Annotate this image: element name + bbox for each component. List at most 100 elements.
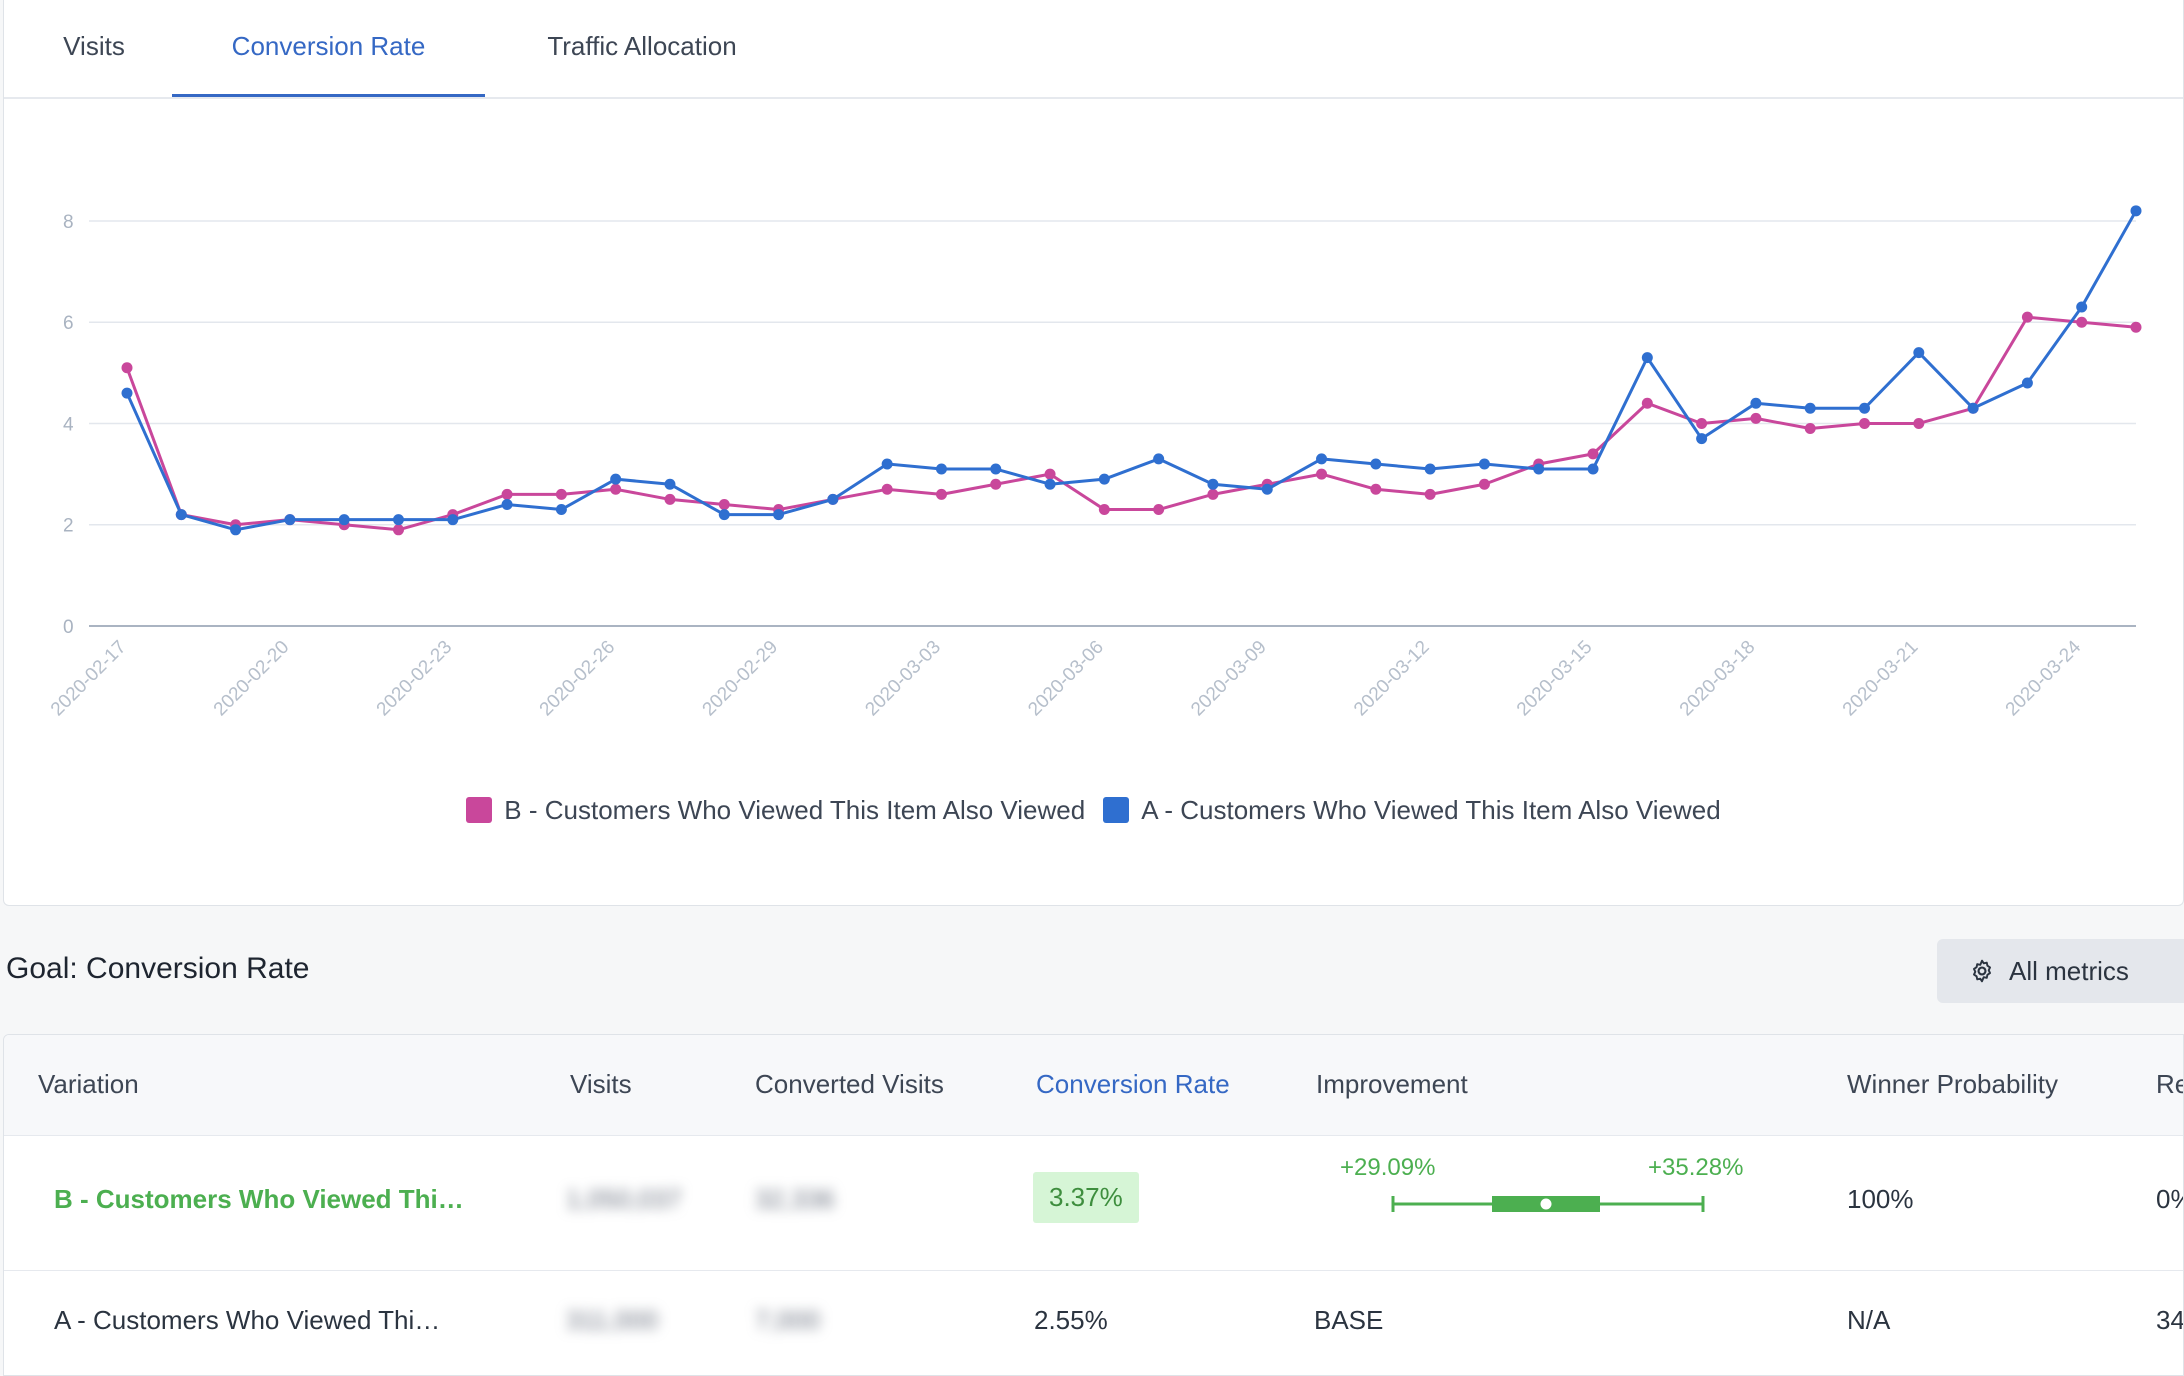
series-a-point <box>1153 453 1165 465</box>
tab-conversion-rate[interactable]: Conversion Rate <box>172 0 485 97</box>
variation-name[interactable]: B - Customers Who Viewed Thi… <box>54 1184 464 1214</box>
series-a-point <box>501 498 513 510</box>
x-tick-label: 2020-03-06 <box>1024 637 1108 721</box>
table-row[interactable]: B - Customers Who Viewed Thi… 1,050,037 … <box>4 1136 2183 1271</box>
conversion-rate-badge: 3.37% <box>1033 1172 1139 1223</box>
improvement-median-dot <box>1540 1198 1552 1210</box>
series-a-point <box>2130 205 2142 217</box>
y-tick-label: 2 <box>63 516 74 537</box>
header-improvement[interactable]: Improvement <box>1316 1069 1468 1099</box>
re-value: 34 <box>2156 1305 2184 1335</box>
series-b-point <box>881 483 893 495</box>
table-row[interactable]: A - Customers Who Viewed Thi… 311,000 7,… <box>4 1271 2184 1375</box>
series-a-point <box>1044 478 1056 490</box>
header-winner-probability[interactable]: Winner Probability <box>1847 1069 2058 1099</box>
series-b-line <box>125 315 2137 532</box>
winner-probability-value: 100% <box>1847 1184 1914 1214</box>
series-b-point <box>1750 412 1762 424</box>
converted-visits-value: 32,336 <box>755 1184 835 1214</box>
series-a-point <box>121 387 133 399</box>
series-b-point <box>2076 316 2088 328</box>
improvement-high: +35.28% <box>1648 1154 1744 1181</box>
all-metrics-label: All metrics <box>2009 955 2129 986</box>
x-tick-label: 2020-03-12 <box>1350 637 1434 721</box>
series-b-point <box>2021 311 2033 323</box>
series-b-point <box>1370 483 1382 495</box>
re-value: 0% <box>2156 1184 2183 1214</box>
improvement-range-plot <box>1391 1196 1705 1212</box>
series-a-point <box>718 509 730 521</box>
series-b-point <box>1804 423 1816 435</box>
series-a-point <box>1316 453 1328 465</box>
series-a-point <box>990 463 1002 475</box>
series-b-point <box>990 478 1002 490</box>
x-tick-label: 2020-03-15 <box>1513 637 1597 721</box>
y-tick-label: 8 <box>63 212 74 233</box>
series-b-point <box>1859 417 1871 429</box>
chart-panel: Visits Conversion Rate Traffic Allocatio… <box>3 0 2184 906</box>
header-conversion-rate[interactable]: Conversion Rate <box>1036 1069 1230 1099</box>
series-a-point <box>1913 347 1925 359</box>
legend-item-a[interactable]: A - Customers Who Viewed This Item Also … <box>1103 788 1721 832</box>
goal-title: Goal: Conversion Rate <box>6 952 310 985</box>
header-variation[interactable]: Variation <box>38 1069 139 1099</box>
series-b-point <box>1478 478 1490 490</box>
series-b-point <box>718 498 730 510</box>
header-visits[interactable]: Visits <box>570 1069 632 1099</box>
series-a-point <box>1750 397 1762 409</box>
series-b-point <box>1207 488 1219 500</box>
series-a-point <box>1370 458 1382 470</box>
y-tick-label: 6 <box>63 313 74 334</box>
series-b-point <box>1696 417 1708 429</box>
winner-probability-value: N/A <box>1847 1305 1891 1335</box>
converted-visits-value: 7,000 <box>755 1305 821 1335</box>
series-a-point <box>1098 473 1110 485</box>
y-tick-label: 4 <box>63 414 74 435</box>
all-metrics-button[interactable]: All metrics <box>1937 939 2184 1003</box>
header-converted-visits[interactable]: Converted Visits <box>755 1069 944 1099</box>
series-a-point <box>1424 463 1436 475</box>
x-tick-label: 2020-03-18 <box>1676 637 1760 721</box>
series-a-point <box>2076 301 2088 313</box>
header-re[interactable]: Re <box>2156 1069 2183 1099</box>
table-header-row: Variation Visits Converted Visits Conver… <box>4 1035 2183 1136</box>
conversion-rate-value: 2.55% <box>1034 1305 1108 1335</box>
x-tick-label: 2020-03-03 <box>861 637 945 721</box>
series-b-point <box>501 488 513 500</box>
series-a-point <box>1804 402 1816 414</box>
series-a-point <box>1261 483 1273 495</box>
improvement-base: BASE <box>1314 1305 1384 1335</box>
y-tick-label: 0 <box>63 617 74 638</box>
series-a-point <box>555 504 567 516</box>
series-a-point <box>284 514 296 526</box>
series-b-point <box>1424 488 1436 500</box>
tab-visits[interactable]: Visits <box>63 31 125 61</box>
x-tick-label: 2020-02-26 <box>536 637 620 721</box>
series-a-point <box>827 493 839 505</box>
gear-icon <box>1973 959 1991 983</box>
tab-traffic-allocation[interactable]: Traffic Allocation <box>547 31 737 61</box>
series-b-point <box>1316 468 1328 480</box>
legend-label-b: B - Customers Who Viewed This Item Also … <box>504 794 1086 825</box>
legend-swatch-a <box>1103 797 1130 823</box>
series-b-point <box>664 493 676 505</box>
series-a-point <box>175 509 187 521</box>
series-a-point <box>1967 402 1979 414</box>
variation-name[interactable]: A - Customers Who Viewed Thi… <box>54 1305 441 1335</box>
x-tick-label: 2020-02-23 <box>373 637 457 721</box>
series-b-point <box>121 362 133 374</box>
results-table: Variation Visits Converted Visits Conver… <box>3 1034 2184 1376</box>
series-b-point <box>392 524 404 536</box>
series-a-point <box>1696 433 1708 445</box>
series-b-point <box>1587 448 1599 460</box>
legend-item-b[interactable]: B - Customers Who Viewed This Item Also … <box>466 788 1085 832</box>
x-tick-label: 2020-02-20 <box>210 637 294 721</box>
series-a-point <box>1478 458 1490 470</box>
x-tick-label: 2020-02-17 <box>47 637 131 721</box>
improvement-low: +29.09% <box>1340 1154 1436 1181</box>
series-b-point <box>1913 417 1925 429</box>
x-tick-label: 2020-03-21 <box>1839 637 1923 721</box>
series-b-point <box>555 488 567 500</box>
series-a-point <box>1859 402 1871 414</box>
series-a-point <box>1207 478 1219 490</box>
